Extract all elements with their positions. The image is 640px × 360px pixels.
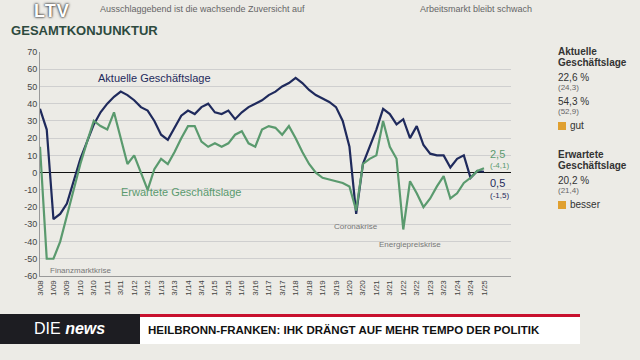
svg-text:1/11: 1/11 bbox=[103, 280, 112, 296]
html-text:22,6 %: 22,6 % bbox=[558, 72, 590, 83]
svg-text:1/20: 1/20 bbox=[345, 280, 354, 296]
svg-text:-30: -30 bbox=[24, 219, 37, 229]
svg-text:(-1,5): (-1,5) bbox=[490, 191, 509, 200]
svg-text:1/10: 1/10 bbox=[76, 280, 85, 296]
svg-text:3/24: 3/24 bbox=[466, 280, 475, 296]
svg-text:3/12: 3/12 bbox=[143, 280, 152, 296]
svg-text:1/25: 1/25 bbox=[480, 280, 489, 296]
svg-text:1/15: 1/15 bbox=[211, 280, 220, 296]
svg-text:-40: -40 bbox=[24, 237, 37, 247]
svg-text:10: 10 bbox=[27, 151, 37, 161]
svg-text:1/14: 1/14 bbox=[184, 280, 193, 296]
svg-text:20: 20 bbox=[27, 133, 37, 143]
svg-text:3/16: 3/16 bbox=[251, 280, 260, 296]
html-text:Arbeitsmarkt bleibt schwach: Arbeitsmarkt bleibt schwach bbox=[420, 4, 532, 14]
svg-text:3/15: 3/15 bbox=[224, 280, 233, 296]
svg-text:3/19: 3/19 bbox=[332, 280, 341, 296]
svg-text:1/19: 1/19 bbox=[318, 280, 327, 296]
svg-text:Erwartete Geschäftslage: Erwartete Geschäftslage bbox=[121, 186, 241, 198]
svg-text:70: 70 bbox=[27, 47, 37, 57]
svg-text:-50: -50 bbox=[24, 254, 37, 264]
svg-text:-10: -10 bbox=[24, 185, 37, 195]
html-text:DIE news: DIE news bbox=[34, 320, 106, 337]
html-text:Aktuelle Geschäftslage: Aktuelle Geschäftslage bbox=[558, 46, 627, 68]
html-text:gut: gut bbox=[570, 120, 584, 131]
svg-text:GESAMTKONJUNKTUR: GESAMTKONJUNKTUR bbox=[11, 23, 158, 38]
svg-text:50: 50 bbox=[27, 82, 37, 92]
svg-text:-60: -60 bbox=[24, 271, 37, 281]
svg-text:Energiepreiskrise: Energiepreiskrise bbox=[379, 240, 441, 249]
html-text:HEILBRONN-FRANKEN: IHK DRÄNGT: HEILBRONN-FRANKEN: IHK DRÄNGT AUF MEHR T… bbox=[148, 324, 540, 336]
html-text:20,2 %: 20,2 % bbox=[558, 175, 590, 186]
svg-text:1/22: 1/22 bbox=[399, 280, 408, 296]
svg-text:3/09: 3/09 bbox=[63, 280, 72, 296]
svg-text:3/14: 3/14 bbox=[197, 280, 206, 296]
svg-text:1/24: 1/24 bbox=[453, 280, 462, 296]
html-text:LTV: LTV bbox=[34, 1, 70, 21]
svg-text:40: 40 bbox=[27, 99, 37, 109]
svg-text:3/22: 3/22 bbox=[412, 280, 421, 296]
html-text:54,3 %: 54,3 % bbox=[558, 96, 590, 107]
svg-text:3/20: 3/20 bbox=[359, 280, 368, 296]
svg-text:Aktuelle Geschäftslage: Aktuelle Geschäftslage bbox=[98, 72, 211, 84]
svg-text:2,5: 2,5 bbox=[490, 148, 505, 160]
svg-text:3/11: 3/11 bbox=[116, 280, 125, 296]
svg-text:1/16: 1/16 bbox=[237, 280, 246, 296]
svg-text:1/12: 1/12 bbox=[130, 280, 139, 296]
svg-text:0: 0 bbox=[32, 168, 37, 178]
svg-text:Finanzmarktkrise: Finanzmarktkrise bbox=[50, 266, 111, 275]
html-text:Ausschlaggebend ist die wachse: Ausschlaggebend ist die wachsende Zuvers… bbox=[100, 4, 305, 14]
svg-text:1/18: 1/18 bbox=[291, 280, 300, 296]
html-text:Erwartete Geschäftslage: Erwartete Geschäftslage bbox=[558, 149, 627, 171]
svg-text:3/10: 3/10 bbox=[89, 280, 98, 296]
svg-text:1/13: 1/13 bbox=[157, 280, 166, 296]
svg-text:3/18: 3/18 bbox=[305, 280, 314, 296]
svg-text:0,5: 0,5 bbox=[490, 177, 505, 189]
html-text:besser: besser bbox=[570, 199, 600, 210]
svg-text:3/21: 3/21 bbox=[385, 280, 394, 296]
html-text:(52,9): (52,9) bbox=[558, 107, 579, 116]
svg-text:1/21: 1/21 bbox=[372, 280, 381, 296]
svg-text:(-4,1): (-4,1) bbox=[490, 161, 509, 170]
svg-text:3/13: 3/13 bbox=[170, 280, 179, 296]
svg-text:30: 30 bbox=[27, 116, 37, 126]
svg-text:-20: -20 bbox=[24, 202, 37, 212]
html-text:(24,3): (24,3) bbox=[558, 83, 579, 92]
svg-text:3/23: 3/23 bbox=[439, 280, 448, 296]
svg-text:3/08: 3/08 bbox=[36, 280, 45, 296]
svg-text:1/23: 1/23 bbox=[426, 280, 435, 296]
svg-text:3/17: 3/17 bbox=[278, 280, 287, 296]
svg-text:60: 60 bbox=[27, 64, 37, 74]
svg-text:1/09: 1/09 bbox=[49, 280, 58, 296]
svg-text:1/17: 1/17 bbox=[264, 280, 273, 296]
html-text:(21,4): (21,4) bbox=[558, 186, 579, 195]
svg-text:Coronakrise: Coronakrise bbox=[334, 222, 378, 231]
